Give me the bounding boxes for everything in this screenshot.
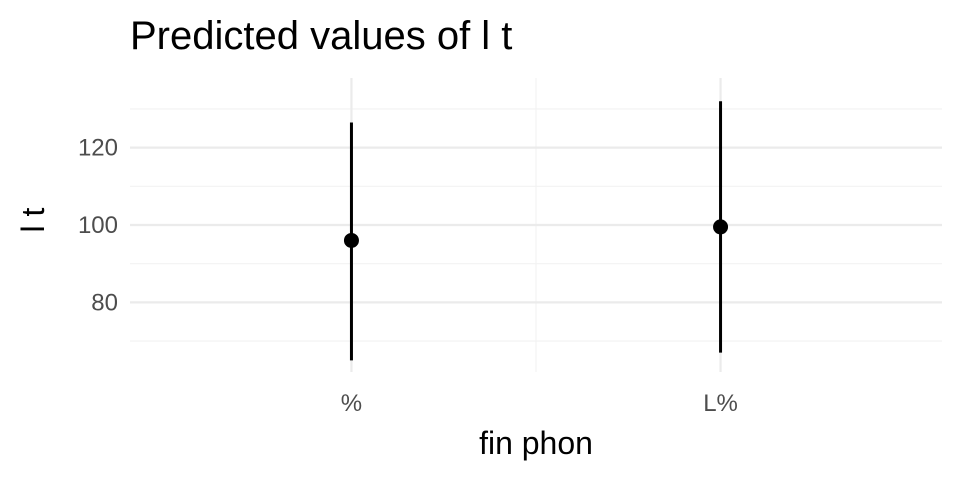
data-marks [343, 101, 729, 361]
chart-title: Predicted values of l t [130, 14, 513, 58]
x-tick-label: % [341, 390, 362, 417]
data-point [713, 219, 729, 235]
x-axis-title: fin phon [479, 425, 593, 461]
data-point [343, 232, 359, 248]
y-axis-title: l t [15, 207, 51, 232]
y-tick-label: 100 [78, 212, 118, 239]
grid [130, 78, 942, 372]
y-tick-label: 80 [91, 289, 118, 316]
y-tick-label: 120 [78, 135, 118, 162]
tick-labels: 80 100 120% L% [78, 135, 738, 417]
x-tick-label: L% [703, 390, 738, 417]
